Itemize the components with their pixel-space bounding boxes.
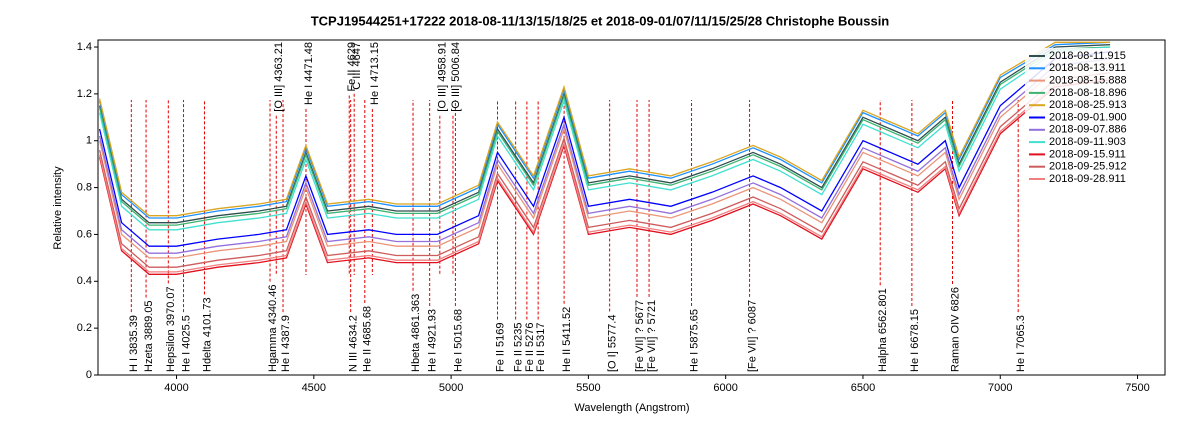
legend-label: 2018-08-11.915 xyxy=(1049,50,1126,62)
y-tick-label: 0.2 xyxy=(77,322,92,334)
annotation-label: [O III] 5006.84 xyxy=(450,42,462,112)
x-tick-label: 7500 xyxy=(1125,382,1149,394)
y-axis-label: Relative intensity xyxy=(52,166,64,250)
legend-box xyxy=(1025,48,1161,190)
annotation-label: He II 4685.68 xyxy=(362,306,374,372)
x-tick-label: 5000 xyxy=(439,382,463,394)
annotation-label: Fe II 5276 xyxy=(524,322,536,372)
y-tick-label: 0.8 xyxy=(77,181,92,193)
legend-label: 2018-09-07.886 xyxy=(1049,124,1127,136)
annotation-label: He I 7065.3 xyxy=(1015,315,1027,372)
legend-label: 2018-09-28.911 xyxy=(1049,173,1126,185)
series-line xyxy=(98,79,1111,275)
x-tick-label: 6500 xyxy=(851,382,875,394)
x-tick-label: 5500 xyxy=(576,382,600,394)
legend-label: 2018-09-01.900 xyxy=(1049,111,1127,123)
legend-label: 2018-08-15.888 xyxy=(1049,75,1127,87)
x-tick-label: 6000 xyxy=(713,382,737,394)
annotation-label: He I 4713.15 xyxy=(369,42,381,105)
annotation-label: H I 3835.39 xyxy=(128,315,140,372)
y-tick-label: 1.2 xyxy=(77,88,92,100)
annotation-label: [Fe VII] ? 6087 xyxy=(746,300,758,372)
legend-label: 2018-09-15.911 xyxy=(1049,148,1126,160)
foreground: H I 3835.39 Hzeta 3889.05 Hepsilon 3970.07… xyxy=(77,39,1166,394)
series-line xyxy=(98,41,1111,219)
annotation-label: He I 5015.68 xyxy=(452,309,464,372)
annotation-label: Hgamma 4340.46 xyxy=(267,285,279,372)
y-tick-label: 1 xyxy=(86,135,92,147)
legend-label: 2018-08-18.896 xyxy=(1049,87,1127,99)
x-tick-label: 4000 xyxy=(164,382,188,394)
annotation-label: Hbeta 4861.363 xyxy=(410,294,422,372)
series-line xyxy=(98,51,1111,247)
annotation-label: Hepsilon 3970.07 xyxy=(165,286,177,372)
series-line xyxy=(98,46,1111,226)
x-tick-label: 4500 xyxy=(302,382,326,394)
annotation-label: Hzeta 3889.05 xyxy=(143,300,155,372)
legend-label: 2018-09-11.903 xyxy=(1049,136,1126,148)
chart-title: TCPJ19544251+17222 2018-08-11/13/15/18/2… xyxy=(311,13,890,28)
series-line xyxy=(98,72,1111,268)
annotation-label: Fe II 5317 xyxy=(535,322,547,372)
y-tick-label: 0.6 xyxy=(77,228,92,240)
annotation-label: He I 4921.93 xyxy=(427,309,439,372)
annotation-label: [O III] 4958.91 xyxy=(437,42,449,112)
annotation-label: [Fe VII] ? 5721 xyxy=(646,300,658,372)
annotation-label: [O I] 5577.4 xyxy=(607,315,619,372)
y-tick-label: 0.4 xyxy=(77,275,92,287)
annotation-label: Fe II 5235 xyxy=(513,322,525,372)
annotation-label: Halpha 6562.801 xyxy=(877,288,889,372)
annotation-label: C III 4647 xyxy=(351,42,363,90)
annotation-label: He I 4471.48 xyxy=(303,42,315,105)
legend-label: 2018-08-13.911 xyxy=(1049,62,1126,74)
annotation-label: Hdelta 4101.73 xyxy=(201,297,213,372)
annotation-label: He I 6678.15 xyxy=(909,309,921,372)
legend-label: 2018-08-25.913 xyxy=(1049,99,1127,111)
annotation-label: He I 4387.9 xyxy=(280,315,292,372)
plot-frame xyxy=(97,39,1166,376)
plot-area xyxy=(98,41,1111,320)
series-line xyxy=(98,58,1111,254)
annotation-label: Raman OIV 6826 xyxy=(949,287,961,372)
x-tick-label: 7000 xyxy=(988,382,1012,394)
series-line xyxy=(98,44,1111,224)
annotation-label: [Fe VII] ? 5677 xyxy=(634,300,646,372)
series-line xyxy=(98,76,1111,273)
annotation-label: [O III] 4363.21 xyxy=(273,42,285,112)
annotation-label: Fe II 5169 xyxy=(494,322,506,372)
series-line xyxy=(98,46,1111,231)
y-tick-label: 0 xyxy=(86,369,92,381)
series-line xyxy=(98,62,1111,259)
y-tick-label: 1.4 xyxy=(77,41,92,53)
x-axis-label: Wavelength (Angstrom) xyxy=(574,402,689,414)
series-line xyxy=(98,41,1111,217)
annotation-label: He I 5875.65 xyxy=(688,309,700,372)
annotation-label: He II 5411.52 xyxy=(561,307,573,372)
legend-label: 2018-09-25.912 xyxy=(1049,161,1127,173)
annotation-label: N III 4634.2 xyxy=(348,315,360,372)
annotation-label: Fe II 4629 xyxy=(346,42,358,92)
annotation-label: He I 4025.5 xyxy=(180,315,192,372)
